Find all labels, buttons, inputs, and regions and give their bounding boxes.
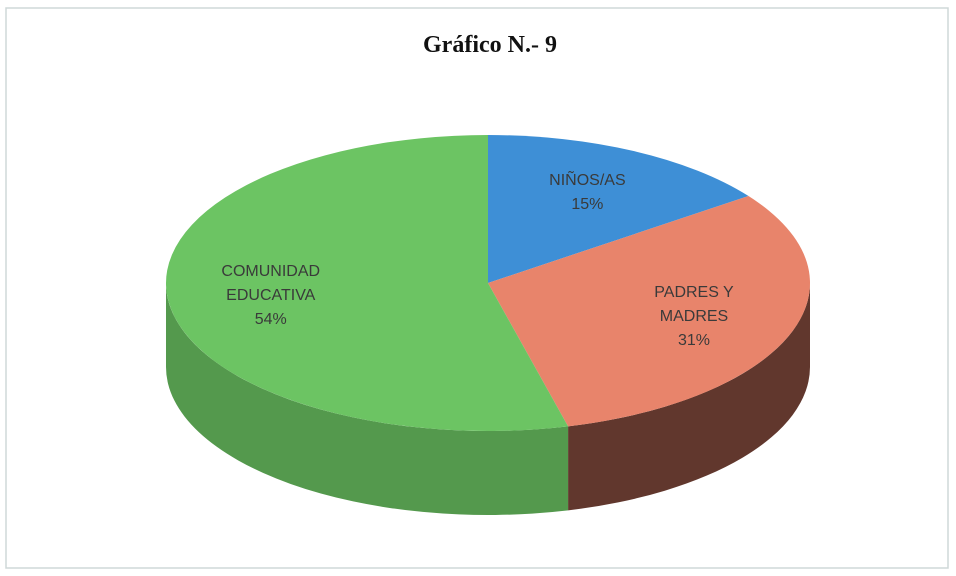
pie-slice-side	[568, 283, 810, 511]
pie-tops	[166, 135, 811, 431]
slice-value-label: 15%	[571, 196, 604, 214]
chart-title: Gráfico N.- 9	[423, 32, 557, 58]
pie-slice-side	[166, 283, 569, 515]
slice-value-label: 31%	[677, 332, 711, 350]
pie-slice	[488, 135, 749, 283]
slice-label: PADRES Y MADRES	[654, 284, 734, 326]
slice-label: NIÑOS/AS	[549, 172, 626, 190]
pie-walls	[166, 283, 810, 515]
pie-slice	[488, 196, 811, 427]
slice-label: COMUNIDAD EDUCATIVA	[221, 262, 321, 304]
slice-value-label: 54%	[254, 310, 287, 328]
pie-slice	[166, 135, 569, 431]
